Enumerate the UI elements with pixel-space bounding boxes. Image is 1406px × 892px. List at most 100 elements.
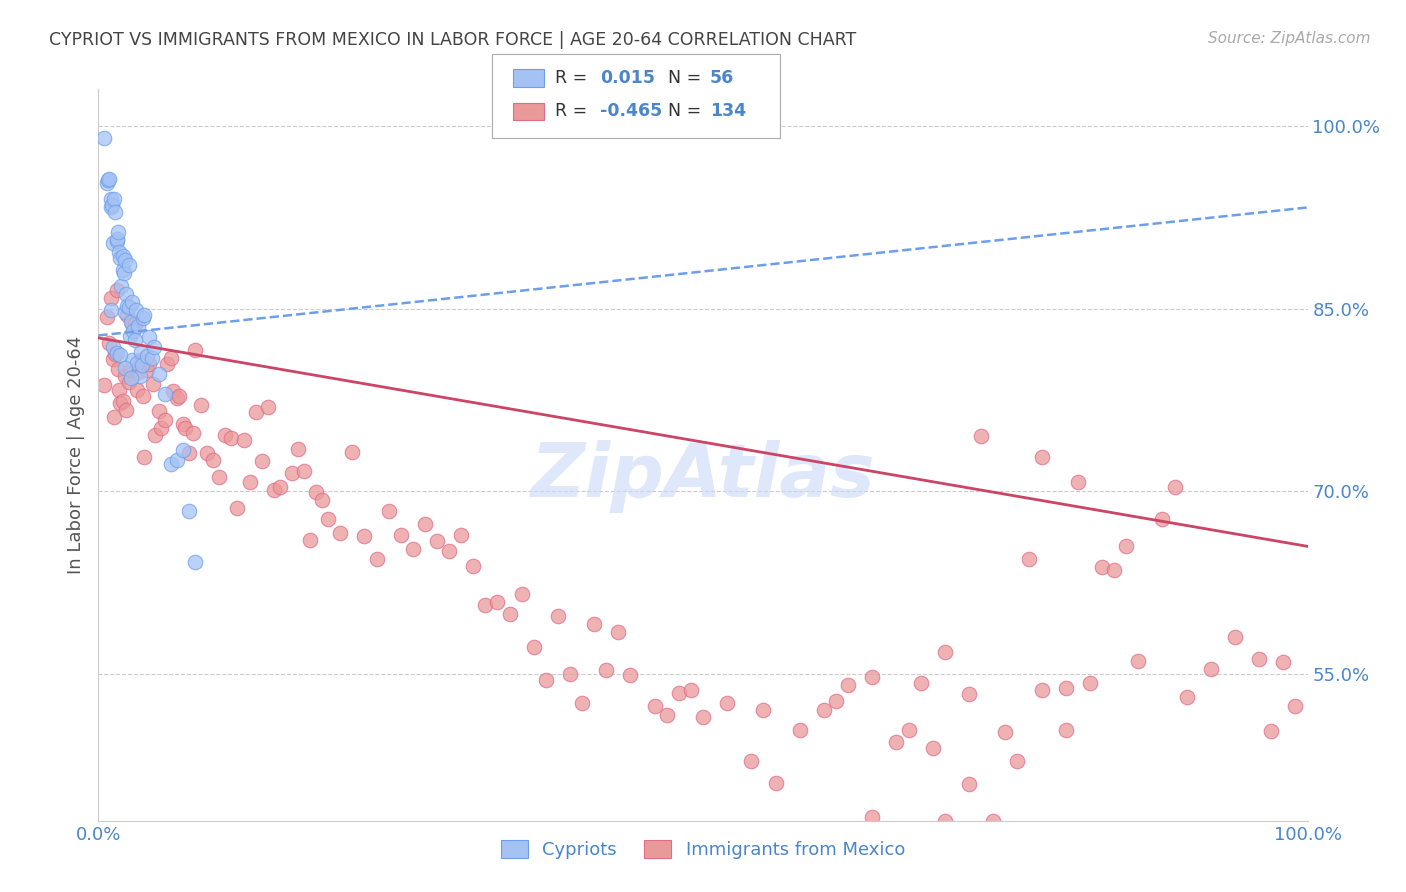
- Text: -0.465: -0.465: [600, 103, 662, 120]
- Point: [96, 176, 118, 190]
- Point: [162, 384, 184, 399]
- Point: [1249, 651, 1271, 665]
- Point: [981, 814, 1004, 828]
- Point: [202, 453, 225, 467]
- Point: [132, 311, 155, 326]
- Point: [104, 205, 127, 219]
- Point: [107, 362, 129, 376]
- Point: [226, 500, 249, 515]
- Point: [131, 358, 153, 372]
- Point: [129, 345, 152, 359]
- Point: [921, 741, 943, 756]
- Point: [132, 389, 155, 403]
- Point: [305, 485, 328, 500]
- Point: [957, 688, 980, 702]
- Point: [413, 516, 436, 531]
- Point: [118, 300, 141, 314]
- Point: [619, 668, 641, 682]
- Point: [377, 504, 399, 518]
- Point: [181, 425, 204, 440]
- Point: [329, 526, 352, 541]
- Point: [1067, 475, 1090, 490]
- Y-axis label: In Labor Force | Age 20-64: In Labor Force | Age 20-64: [66, 335, 84, 574]
- Point: [172, 417, 194, 431]
- Point: [103, 410, 125, 425]
- Point: [934, 814, 956, 828]
- Point: [143, 340, 166, 354]
- Point: [366, 552, 388, 566]
- Point: [148, 404, 170, 418]
- Point: [245, 405, 267, 419]
- Point: [208, 470, 231, 484]
- Point: [353, 529, 375, 543]
- Point: [115, 286, 138, 301]
- Point: [897, 723, 920, 738]
- Point: [644, 698, 666, 713]
- Point: [571, 696, 593, 710]
- Point: [121, 318, 143, 332]
- Point: [105, 346, 128, 360]
- Point: [1031, 450, 1053, 464]
- Point: [98, 172, 121, 186]
- Point: [107, 225, 129, 239]
- Point: [105, 284, 128, 298]
- Point: [135, 349, 157, 363]
- Point: [135, 363, 157, 377]
- Point: [143, 428, 166, 442]
- Point: [934, 645, 956, 659]
- Point: [127, 318, 149, 333]
- Point: [118, 259, 141, 273]
- Point: [825, 694, 848, 708]
- Point: [402, 542, 425, 557]
- Point: [148, 367, 170, 381]
- Point: [765, 775, 787, 789]
- Point: [101, 340, 124, 354]
- Point: [100, 200, 122, 214]
- Point: [169, 389, 191, 403]
- Point: [1054, 723, 1077, 738]
- Point: [121, 294, 143, 309]
- Point: [153, 412, 176, 426]
- Point: [120, 370, 142, 384]
- Point: [108, 383, 131, 397]
- Point: [311, 493, 333, 508]
- Point: [450, 528, 472, 542]
- Point: [184, 555, 207, 569]
- Point: [250, 454, 273, 468]
- Point: [105, 232, 128, 246]
- Point: [111, 249, 134, 263]
- Point: [96, 310, 118, 325]
- Point: [1115, 539, 1137, 553]
- Point: [692, 709, 714, 723]
- Text: 56: 56: [710, 69, 734, 87]
- Point: [103, 192, 125, 206]
- Point: [101, 351, 124, 366]
- Text: Source: ZipAtlas.com: Source: ZipAtlas.com: [1208, 31, 1371, 46]
- Point: [128, 368, 150, 383]
- Point: [1007, 754, 1029, 768]
- Point: [108, 396, 131, 410]
- Point: [437, 544, 460, 558]
- Point: [160, 457, 183, 471]
- Point: [1175, 690, 1198, 704]
- Point: [607, 624, 630, 639]
- Point: [263, 483, 285, 497]
- Text: 134: 134: [710, 103, 747, 120]
- Point: [837, 678, 859, 692]
- Point: [124, 334, 146, 348]
- Point: [125, 302, 148, 317]
- Point: [1018, 552, 1040, 566]
- Point: [184, 343, 207, 358]
- Point: [957, 777, 980, 791]
- Point: [129, 352, 152, 367]
- Point: [860, 809, 883, 823]
- Text: N =: N =: [668, 103, 702, 120]
- Point: [110, 279, 132, 293]
- Point: [118, 376, 141, 390]
- Text: N =: N =: [668, 69, 702, 87]
- Point: [117, 308, 139, 322]
- Point: [195, 446, 218, 460]
- Point: [93, 378, 115, 392]
- Point: [970, 428, 993, 442]
- Legend: Cypriots, Immigrants from Mexico: Cypriots, Immigrants from Mexico: [494, 832, 912, 866]
